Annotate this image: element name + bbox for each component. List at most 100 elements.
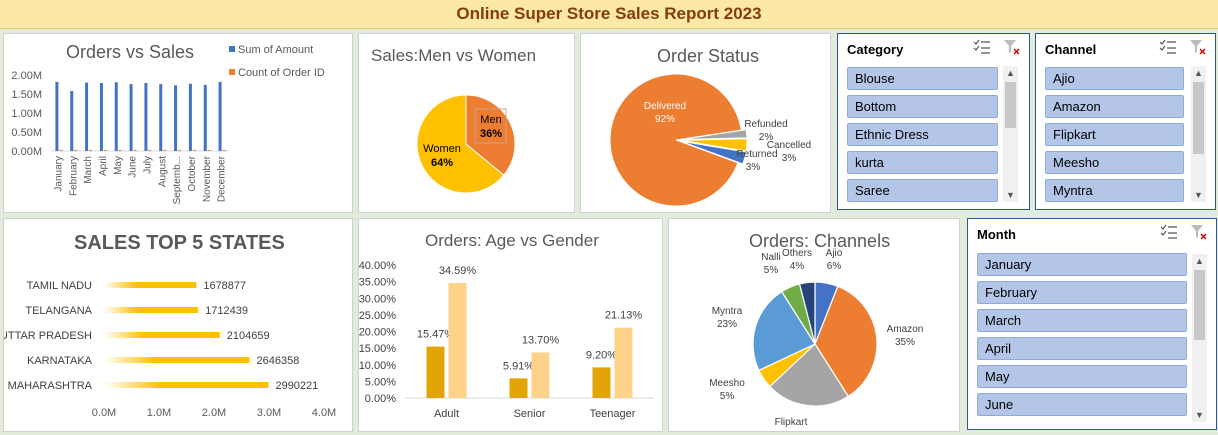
month-slicer-item[interactable]: January xyxy=(977,253,1187,276)
x-tick-label: 0.0M xyxy=(92,407,116,419)
channel-slicer-item[interactable]: Ajio xyxy=(1045,67,1184,90)
pie-slice-delivered[interactable] xyxy=(609,73,742,207)
bar-order-count[interactable] xyxy=(148,149,152,151)
x-tick-label: 3.0M xyxy=(257,407,281,419)
month-slicer-item[interactable]: February xyxy=(977,281,1187,304)
category-slicer-item[interactable]: Saree xyxy=(847,179,998,202)
pie-slice-men[interactable] xyxy=(465,94,516,176)
scroll-down-icon[interactable]: ▼ xyxy=(1006,190,1015,200)
pie-slice-amazon[interactable] xyxy=(814,285,878,398)
category-slicer-item[interactable]: Blouse xyxy=(847,67,998,90)
bar-order-count[interactable] xyxy=(118,149,122,151)
age-gender-bar[interactable] xyxy=(448,282,467,398)
age-gender-panel[interactable]: Orders: Age vs Gender 0.00% 5.00% 10.00% 15… xyxy=(358,218,663,432)
pie-slice-others[interactable] xyxy=(798,281,816,345)
bar-sum-amount[interactable] xyxy=(85,82,89,151)
multi-select-icon[interactable] xyxy=(973,39,991,55)
pie-slice-myntra[interactable] xyxy=(752,290,816,372)
order-status-panel[interactable]: Order Status Delivered 92% Refunded 2% Cance… xyxy=(580,33,831,213)
slice-label-others: Others xyxy=(782,248,812,259)
bar-sum-amount[interactable] xyxy=(188,83,192,151)
age-gender-bar[interactable] xyxy=(509,378,528,398)
bar-order-count[interactable] xyxy=(222,149,226,151)
pie-slice-flipkart[interactable] xyxy=(768,343,850,407)
bar-order-count[interactable] xyxy=(178,149,182,151)
month-slicer[interactable]: Month January February March April May June ▲… xyxy=(967,218,1217,430)
men-label-box xyxy=(474,108,507,144)
bar-order-count[interactable] xyxy=(59,149,63,151)
channel-slicer-item[interactable]: Flipkart xyxy=(1045,123,1184,146)
channel-slicer[interactable]: Channel Ajio Amazon Flipkart Meesho Myntra ▲… xyxy=(1035,33,1216,210)
multi-select-icon[interactable] xyxy=(1160,224,1178,240)
category-slicer[interactable]: Category Blouse Bottom Ethnic Dress kurta Sa… xyxy=(837,33,1030,210)
month-slicer-item[interactable]: May xyxy=(977,365,1187,388)
slice-pct-men: 36% xyxy=(480,128,502,140)
state-bar[interactable] xyxy=(104,282,197,288)
state-bar[interactable] xyxy=(104,357,250,363)
clear-filter-icon[interactable] xyxy=(1003,39,1021,55)
month-scrollbar[interactable]: ▲ ▼ xyxy=(1192,254,1207,422)
category-scrollbar[interactable]: ▲ ▼ xyxy=(1003,66,1018,202)
pie-slice-returned[interactable] xyxy=(680,140,747,165)
channels-panel[interactable]: Orders: Channels Ajio 6% Amazon 35% Flipkart… xyxy=(668,218,960,432)
bar-sum-amount[interactable] xyxy=(159,84,163,151)
pie-slice-refunded[interactable] xyxy=(680,129,748,141)
y-tick-label: 0.50M xyxy=(11,127,42,139)
bar-order-count[interactable] xyxy=(163,149,167,151)
bar-order-count[interactable] xyxy=(207,149,211,151)
pie-slice-women[interactable] xyxy=(416,94,505,194)
scroll-up-icon[interactable]: ▲ xyxy=(1006,68,1015,78)
bar-sum-amount[interactable] xyxy=(129,84,133,151)
bar-sum-amount[interactable] xyxy=(55,81,59,151)
y-tick-label: 1.00M xyxy=(11,108,42,120)
scroll-down-icon[interactable]: ▼ xyxy=(1194,190,1203,200)
state-bar[interactable] xyxy=(104,307,199,313)
age-gender-bar[interactable] xyxy=(614,327,633,398)
category-slicer-item[interactable]: Ethnic Dress xyxy=(847,123,998,146)
bar-value-label: 21.13% xyxy=(605,310,643,322)
category-slicer-item[interactable]: Bottom xyxy=(847,95,998,118)
channel-scrollbar[interactable]: ▲ ▼ xyxy=(1191,66,1206,202)
scroll-down-icon[interactable]: ▼ xyxy=(1195,410,1204,420)
clear-filter-icon[interactable] xyxy=(1189,39,1207,55)
bar-sum-amount[interactable] xyxy=(70,90,74,151)
bar-sum-amount[interactable] xyxy=(218,81,222,151)
scroll-up-icon[interactable]: ▲ xyxy=(1195,256,1204,266)
bar-sum-amount[interactable] xyxy=(99,82,103,151)
orders-vs-sales-panel[interactable]: Orders vs Sales Sum of Amount Count of Or… xyxy=(3,33,353,213)
bar-order-count[interactable] xyxy=(74,149,78,151)
state-bar[interactable] xyxy=(104,382,269,388)
age-gender-bar[interactable] xyxy=(592,367,611,398)
pie-slice-cancelled[interactable] xyxy=(680,138,748,152)
top-states-panel[interactable]: SALES TOP 5 STATES TAMIL NADU 1678877 TELA… xyxy=(3,218,353,432)
category-slicer-item[interactable]: kurta xyxy=(847,151,998,174)
bar-sum-amount[interactable] xyxy=(174,85,178,151)
month-slicer-item[interactable]: April xyxy=(977,337,1187,360)
scroll-up-icon[interactable]: ▲ xyxy=(1194,68,1203,78)
bar-value-label: 34.59% xyxy=(439,265,477,277)
sales-gender-panel[interactable]: Sales:Men vs Women Men 36% Women 64% xyxy=(358,33,575,213)
multi-select-icon[interactable] xyxy=(1159,39,1177,55)
state-bar[interactable] xyxy=(104,332,220,338)
slice-pct-others: 4% xyxy=(790,261,805,272)
y-tick-label: 10.00% xyxy=(359,360,396,372)
month-slicer-item[interactable]: June xyxy=(977,393,1187,416)
age-gender-bar[interactable] xyxy=(531,352,550,398)
clear-filter-icon[interactable] xyxy=(1190,224,1208,240)
bar-value-label: 9.20% xyxy=(586,349,617,361)
channel-slicer-item[interactable]: Amazon xyxy=(1045,95,1184,118)
category-scroll-thumb[interactable] xyxy=(1005,82,1016,128)
channel-slicer-item[interactable]: Myntra xyxy=(1045,179,1184,202)
month-scroll-thumb[interactable] xyxy=(1194,270,1205,340)
bar-order-count[interactable] xyxy=(89,149,93,151)
month-slicer-item[interactable]: March xyxy=(977,309,1187,332)
bar-order-count[interactable] xyxy=(133,149,137,151)
bar-sum-amount[interactable] xyxy=(114,82,118,151)
channel-scroll-thumb[interactable] xyxy=(1193,82,1204,154)
channel-slicer-item[interactable]: Meesho xyxy=(1045,151,1184,174)
bar-sum-amount[interactable] xyxy=(203,84,207,151)
bar-order-count[interactable] xyxy=(192,149,196,151)
age-gender-bar[interactable] xyxy=(426,346,445,398)
bar-order-count[interactable] xyxy=(103,149,107,151)
bar-sum-amount[interactable] xyxy=(144,82,148,151)
